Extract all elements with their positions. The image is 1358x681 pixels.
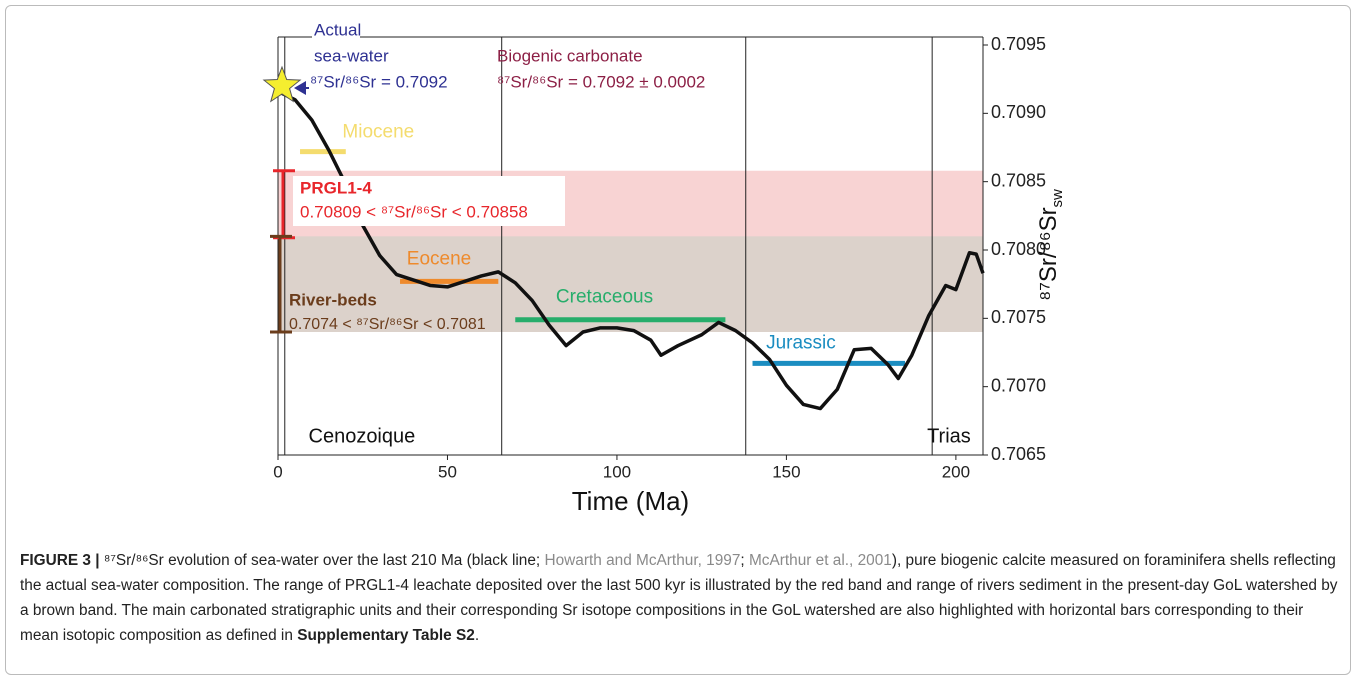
annotation: sea-water — [314, 46, 389, 65]
band-name: River-beds — [289, 290, 377, 309]
label-bg — [312, 22, 360, 44]
caption-bold: Supplementary Table S2 — [297, 627, 475, 644]
sr-curve — [277, 89, 985, 411]
arrow-head — [294, 81, 306, 95]
unit-label: Cretaceous — [556, 287, 653, 308]
y-axis-title-main: ⁸⁷Sr/⁸⁶Sr — [1035, 207, 1062, 300]
x-tick-label: 100 — [603, 462, 631, 481]
unit-label: Eocene — [407, 248, 471, 269]
caption-link[interactable]: Howarth and McArthur, 1997 — [544, 552, 741, 569]
seawater-star — [262, 65, 302, 103]
label-box — [293, 176, 565, 226]
caption-normal: ), pure biogenic calcite measured on for… — [20, 552, 1338, 644]
caption-normal: ⁸⁷Sr/⁸⁶Sr evolution of sea-water over th… — [103, 552, 545, 569]
band-formula: 0.7074 < ⁸⁷Sr/⁸⁶Sr < 0.7081 — [289, 316, 486, 333]
y-tick-label: 0.7090 — [991, 102, 1046, 122]
y-tick-label: 0.7065 — [991, 444, 1046, 464]
y-tick-label: 0.7075 — [991, 307, 1046, 327]
band-name: PRGL1-4 — [300, 178, 372, 197]
annotation: Actual — [314, 20, 361, 39]
unit-label: Jurassic — [766, 332, 836, 353]
caption-normal: . — [474, 627, 480, 644]
x-tick-label: 200 — [942, 462, 970, 481]
x-tick-label: 150 — [772, 462, 800, 481]
y-axis-title-sub: sw — [1049, 189, 1066, 208]
figure-frame — [5, 5, 1351, 675]
y-tick-label: 0.7080 — [991, 239, 1046, 259]
period-label: Cenozoique — [309, 425, 416, 447]
chart: 0.7065 0.7070 0.7075 0.7080 0.7085 0.7090 0.70… — [262, 20, 1066, 516]
caption-bold: FIGURE 3 | — [20, 552, 104, 569]
x-axis-title: Time (Ma) — [572, 486, 689, 516]
period-label: Trias — [927, 425, 971, 447]
y-axis-title: ⁸⁷Sr/⁸⁶Srsw — [1035, 189, 1066, 301]
unit-label: Miocene — [342, 122, 414, 143]
y-tick-label: 0.7095 — [991, 34, 1046, 54]
range-band — [278, 236, 983, 332]
caption-normal: ; — [740, 552, 749, 569]
annotation: Biogenic carbonate — [497, 46, 643, 65]
annotation: ⁸⁷Sr/⁸⁶Sr = 0.7092 ± 0.0002 — [497, 72, 705, 91]
caption-link[interactable]: McArthur et al., 2001 — [748, 552, 892, 569]
band-formula: 0.70809 < ⁸⁷Sr/⁸⁶Sr < 0.70858 — [300, 202, 528, 221]
y-tick-label: 0.7085 — [991, 170, 1046, 190]
caption: FIGURE 3 | ⁸⁷Sr/⁸⁶Sr evolution of sea-wa… — [20, 548, 1340, 648]
x-tick-label: 0 — [273, 462, 282, 481]
y-tick-label: 0.7070 — [991, 375, 1046, 395]
x-tick-label: 50 — [438, 462, 457, 481]
annotation: ⁸⁷Sr/⁸⁶Sr = 0.7092 — [310, 72, 448, 91]
